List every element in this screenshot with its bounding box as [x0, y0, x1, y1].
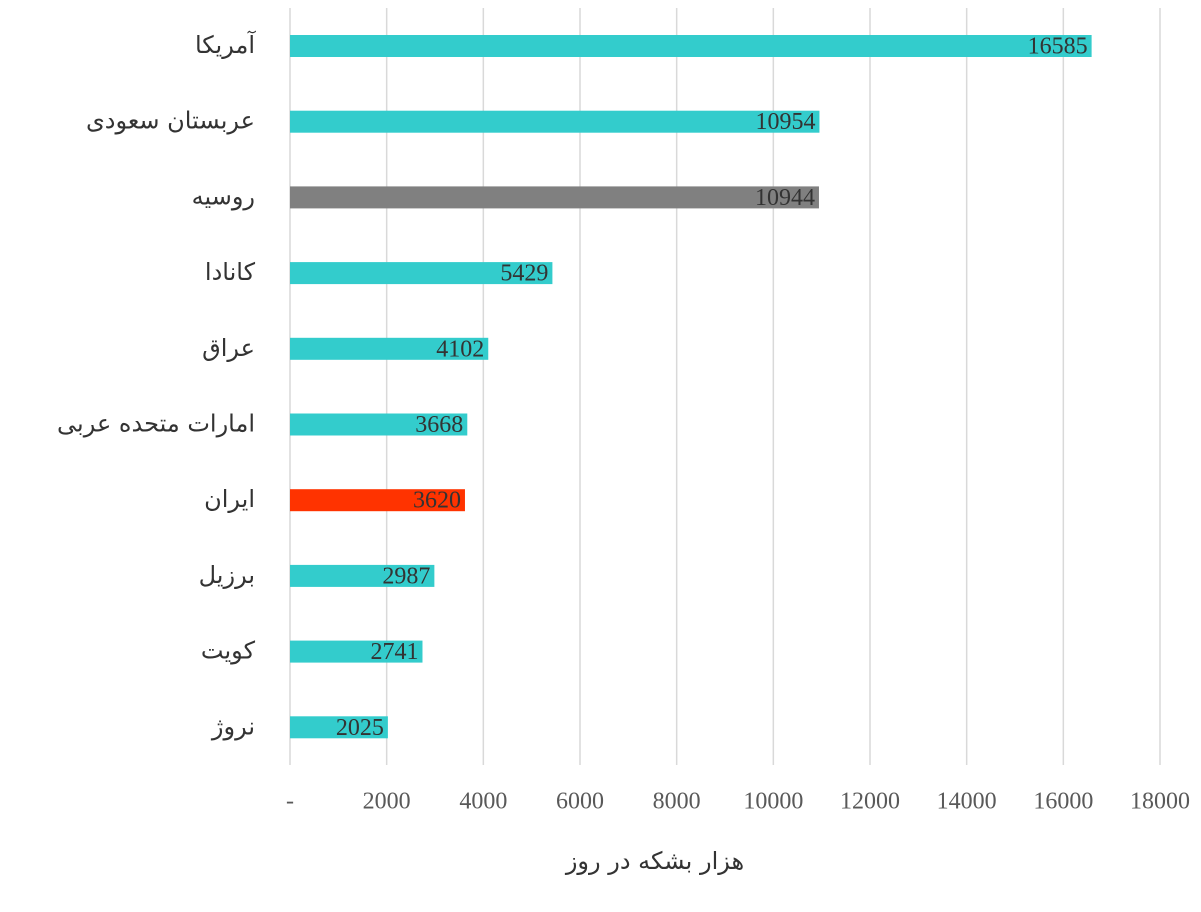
bar: [290, 413, 468, 436]
data-label: 5429: [500, 261, 548, 287]
data-label: 2741: [370, 639, 418, 665]
bar: [290, 564, 435, 587]
y-tick-label: امارات متحده عربی: [57, 410, 255, 438]
data-label: 2987: [382, 563, 430, 589]
x-tick-label: 10000: [743, 789, 803, 815]
x-tick-label: -: [286, 789, 294, 815]
data-label: 4102: [436, 336, 484, 362]
bar: [290, 262, 553, 285]
bar: [290, 337, 489, 360]
x-tick-label: 18000: [1130, 789, 1190, 815]
y-tick-label: کانادا: [205, 258, 256, 286]
x-tick-label: 6000: [556, 789, 604, 815]
bar: [290, 489, 465, 512]
data-label: 10954: [755, 109, 815, 135]
data-label: 10944: [755, 185, 815, 211]
y-tick-label: عراق: [202, 334, 255, 362]
y-tick-label: آمریکا: [195, 30, 256, 59]
y-tick-label: روسیه: [192, 182, 255, 210]
bar: [290, 716, 388, 739]
data-label: 16585: [1028, 34, 1088, 60]
x-tick-label: 16000: [1033, 789, 1093, 815]
bar: [290, 640, 423, 663]
y-tick-label: ایران: [204, 485, 255, 513]
x-tick-label: 2000: [363, 789, 411, 815]
bar: [290, 186, 819, 209]
bar: [290, 35, 1092, 57]
data-label: 3620: [413, 488, 461, 514]
x-tick-label: 12000: [840, 789, 900, 815]
data-label: 2025: [336, 715, 384, 741]
x-tick-label: 4000: [459, 789, 507, 815]
y-tick-label: عربستان سعودی: [86, 107, 255, 135]
bar: [290, 110, 820, 133]
y-tick-label: برزیل: [199, 561, 255, 589]
x-tick-label: 14000: [937, 789, 997, 815]
data-label: 3668: [415, 412, 463, 438]
x-axis-title: هزار بشکه در روز: [565, 847, 744, 875]
y-tick-label: نروژ: [211, 712, 255, 740]
x-tick-label: 8000: [653, 789, 701, 815]
y-tick-label: کویت: [201, 637, 256, 665]
